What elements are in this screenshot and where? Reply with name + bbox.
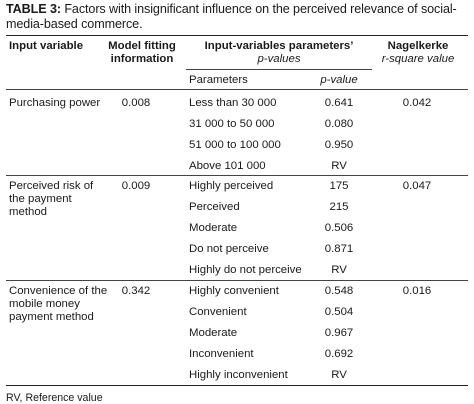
header-model-fitting-line1: Model fitting	[108, 40, 176, 52]
model-fitting-value: 0.342	[121, 285, 151, 297]
model-fitting-value: 0.009	[121, 180, 151, 192]
header-model-fitting-line2: information	[110, 53, 174, 65]
p-value: 0.506	[324, 222, 354, 234]
bottom-rule	[6, 385, 468, 386]
header-params-pvalues: p-values	[257, 53, 301, 65]
p-value: 0.080	[324, 118, 354, 130]
group-divider	[6, 175, 468, 176]
variable-label: Convenience of the mobile money payment …	[9, 285, 108, 323]
header-model-fitting: Model fitting information	[99, 40, 185, 66]
parameter-label: Inconvenient	[189, 348, 254, 360]
parameter-label: Less than 30 000	[189, 97, 277, 109]
header-input-variable: Input variable	[9, 40, 84, 52]
caption-text: Factors with insignificant influence on …	[6, 2, 457, 31]
p-value: 0.950	[324, 139, 354, 151]
parameter-label: Highly convenient	[189, 285, 279, 297]
table-footnote: RV, Reference value	[6, 392, 103, 404]
header-params-line1: Input-variables parameters’	[204, 40, 354, 52]
parameter-label: Highly inconvenient	[189, 369, 288, 381]
top-rule	[6, 35, 468, 36]
header-parameters-pvalues: Input-variables parameters’ p-values	[186, 40, 372, 66]
parameter-label: Do not perceive	[189, 243, 269, 255]
p-value: 0.692	[324, 348, 354, 360]
variable-label: Perceived risk of the payment method	[9, 180, 94, 218]
parameter-label: 31 000 to 50 000	[189, 118, 275, 130]
model-fitting-value: 0.008	[121, 97, 151, 109]
parameter-label: Highly do not perceive	[189, 264, 302, 276]
p-value: 175	[329, 180, 349, 192]
p-value: 0.967	[324, 327, 354, 339]
p-value: RV	[331, 369, 347, 381]
header-nagelkerke-line1: Nagelkerke	[387, 40, 449, 52]
header-nagelkerke-italic: r-square value	[381, 53, 455, 65]
subheader-pvalue: p-value	[320, 74, 358, 86]
p-value: 215	[329, 201, 349, 213]
nagelkerke-value: 0.047	[402, 180, 432, 192]
group-divider	[6, 280, 468, 281]
subheader-parameters: Parameters	[189, 74, 248, 86]
p-value: RV	[331, 160, 347, 172]
p-value: 0.548	[324, 285, 354, 297]
p-value: 0.871	[324, 243, 354, 255]
nagelkerke-value: 0.042	[402, 97, 432, 109]
header-nagelkerke: Nagelkerke r-square value	[378, 40, 458, 66]
parameter-label: Above 101 000	[189, 160, 266, 172]
parameter-label: Moderate	[189, 222, 238, 234]
parameter-label: 51 000 to 100 000	[189, 139, 281, 151]
parameter-label: Convenient	[189, 306, 247, 318]
caption-label: TABLE 3:	[6, 2, 61, 16]
header-nagelkerke-line2: r-square value	[378, 53, 458, 66]
p-value: 0.504	[324, 306, 354, 318]
subheader-rule	[186, 69, 372, 70]
p-value: RV	[331, 264, 347, 276]
p-value: 0.641	[324, 97, 354, 109]
nagelkerke-value: 0.016	[402, 285, 432, 297]
variable-label: Purchasing power	[9, 97, 101, 109]
parameter-label: Perceived	[189, 201, 240, 213]
table-caption: TABLE 3: Factors with insignificant infl…	[6, 2, 470, 32]
parameter-label: Moderate	[189, 327, 238, 339]
header-params-line2: p-values	[186, 53, 372, 66]
header-bottom-rule	[6, 89, 468, 90]
parameter-label: Highly perceived	[189, 180, 274, 192]
